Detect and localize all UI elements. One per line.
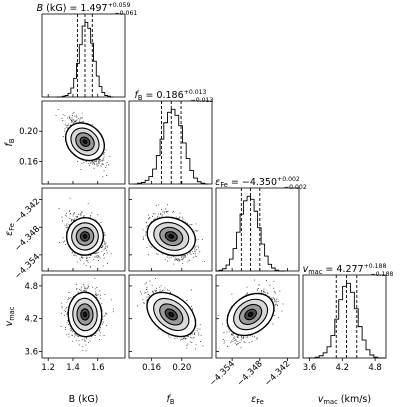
y-axis-label-fB: fB: [4, 138, 16, 146]
y-tick-label: 3.6: [24, 347, 38, 357]
contour-level-4: [82, 233, 88, 239]
histogram-B: B (kG) = 1.497+0.059−0.061: [37, 2, 137, 98]
title-fB: fB = 0.186+0.013: [135, 89, 207, 102]
y-tick-label: 0.20: [19, 127, 38, 137]
histogram-step: [133, 108, 209, 185]
density-B-vmac: [41, 274, 126, 359]
density-frame: [41, 100, 126, 185]
contour-level-4: [168, 233, 175, 239]
contour-level-4: [247, 311, 254, 318]
x-axis-label-B: B (kG): [69, 394, 99, 405]
title-eFe: εFe = −4.350+0.002: [215, 176, 300, 189]
x-tick-label: 3.6: [303, 363, 317, 373]
contour-level-4: [168, 311, 175, 318]
title-B: B (kG) = 1.497+0.059: [37, 2, 131, 14]
histogram-frame: [128, 100, 213, 185]
histogram-step: [215, 195, 286, 272]
y-tick-label: −4.342: [13, 197, 42, 226]
density-eFe-vmac: [215, 274, 300, 359]
title-vmac: vmac = 4.277+0.188: [303, 263, 387, 276]
x-tick-label: 4.2: [336, 363, 350, 373]
x-tick-label: 1.4: [66, 363, 80, 373]
density-fB-eFe: [128, 187, 213, 272]
histogram-frame: [215, 187, 300, 272]
x-tick-label: 1.2: [41, 363, 55, 373]
title-err-minus-vmac: −0.188: [370, 271, 393, 278]
density-frame: [128, 274, 213, 359]
histogram-frame: [41, 13, 126, 98]
x-axis-label-fB: fB: [167, 394, 175, 406]
x-tick-label: −4.342: [263, 359, 292, 388]
contour-level-4: [82, 139, 88, 145]
title-err-minus-eFe: −0.002: [284, 184, 307, 191]
density-fB-vmac: [128, 274, 213, 359]
density-frame: [215, 274, 300, 359]
contour-level-4: [82, 311, 88, 318]
y-tick-label: −4.348: [13, 224, 42, 253]
y-tick-label: 4.8: [24, 282, 38, 292]
histogram-eFe: εFe = −4.350+0.002−0.002: [215, 176, 307, 272]
x-tick-label: 0.16: [142, 363, 161, 373]
x-tick-label: −4.348: [235, 359, 264, 388]
title-err-minus-fB: −0.013: [191, 97, 214, 104]
y-tick-label: 0.16: [19, 157, 38, 167]
y-axis-label-vmac: vmac: [4, 306, 16, 326]
y-tick-label: −4.354: [13, 252, 42, 281]
histogram-frame: [302, 274, 387, 359]
x-tick-label: 1.6: [91, 363, 105, 373]
histogram-vmac: vmac = 4.277+0.188−0.188: [302, 263, 393, 359]
x-tick-label: 4.8: [368, 363, 382, 373]
x-tick-label: −4.354: [208, 359, 237, 388]
title-err-minus-B: −0.061: [114, 10, 137, 17]
y-axis-label-eFe: εFe: [4, 223, 16, 236]
x-axis-label-eFe: εFe: [251, 394, 264, 406]
density-frame: [41, 274, 126, 359]
x-axis-label-vmac: vmac (km/s): [318, 394, 371, 406]
density-frame: [41, 187, 126, 272]
histogram-step: [56, 21, 114, 98]
density-B-fB: [41, 100, 126, 185]
histogram-step: [307, 282, 386, 359]
histogram-fB: fB = 0.186+0.013−0.013: [128, 89, 214, 185]
y-tick-label: 4.2: [24, 315, 38, 325]
density-B-eFe: [41, 187, 126, 272]
x-tick-label: 0.20: [172, 363, 191, 373]
density-frame: [128, 187, 213, 272]
